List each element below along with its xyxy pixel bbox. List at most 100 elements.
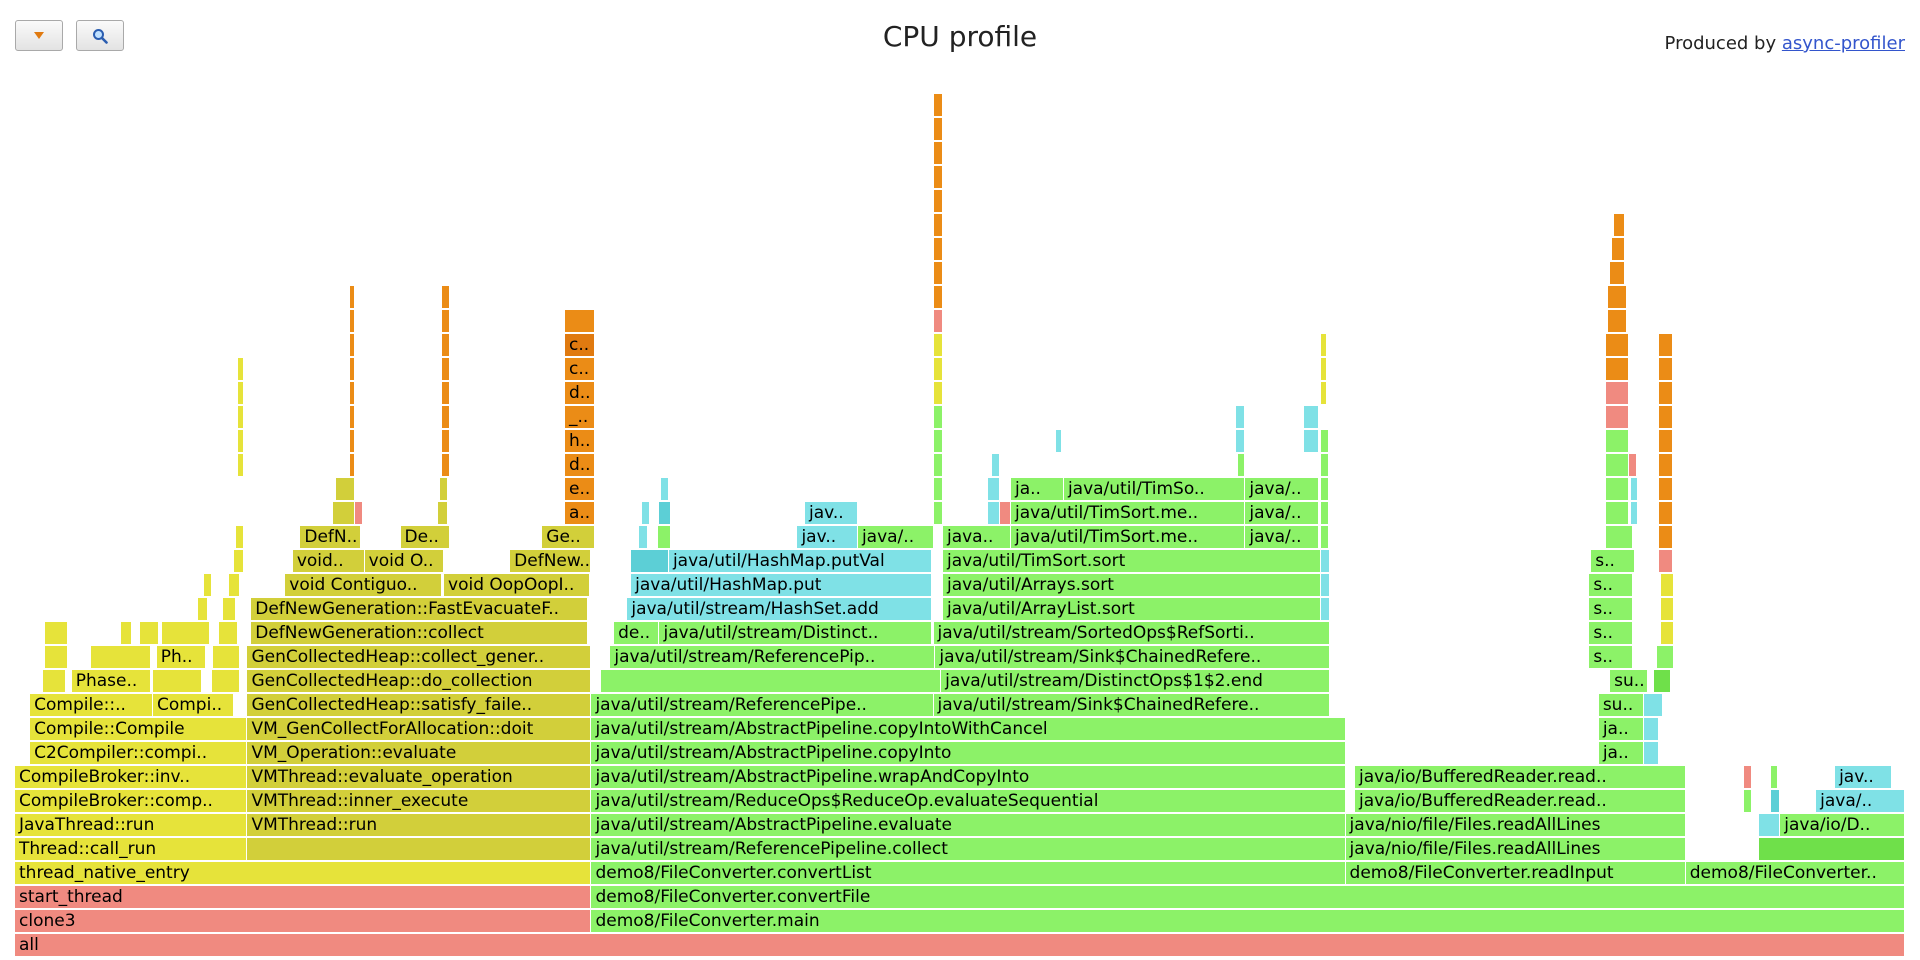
flame-frame-unlabeled[interactable] xyxy=(1610,262,1626,285)
flame-frame[interactable]: GenCollectedHeap::collect_gener.. xyxy=(247,646,592,669)
flame-frame[interactable]: start_thread xyxy=(15,886,592,909)
flame-frame-unlabeled[interactable] xyxy=(440,478,448,501)
flame-frame[interactable]: clone3 xyxy=(15,910,592,933)
flame-frame[interactable]: java/.. xyxy=(1245,526,1320,549)
flame-frame[interactable]: demo8/FileConverter.readInput xyxy=(1345,862,1686,885)
flame-frame-unlabeled[interactable] xyxy=(442,334,450,357)
flame-frame-unlabeled[interactable] xyxy=(933,166,943,189)
flame-frame[interactable]: DefNew.. xyxy=(510,550,592,573)
flame-frame-unlabeled[interactable] xyxy=(600,670,942,693)
reverse-button[interactable] xyxy=(15,20,63,51)
flame-frame[interactable]: VM_GenCollectForAllocation::doit xyxy=(247,718,592,741)
flame-frame-unlabeled[interactable] xyxy=(120,622,133,645)
flame-frame[interactable]: s.. xyxy=(1589,598,1633,621)
flame-frame-unlabeled[interactable] xyxy=(933,190,943,213)
flame-frame[interactable]: h.. xyxy=(564,430,596,453)
flame-frame-unlabeled[interactable] xyxy=(43,670,67,693)
flame-frame-unlabeled[interactable] xyxy=(1661,574,1675,597)
flame-frame-unlabeled[interactable] xyxy=(1659,526,1673,549)
flame-frame-unlabeled[interactable] xyxy=(1235,406,1246,429)
flame-frame-unlabeled[interactable] xyxy=(238,430,244,453)
flame-frame-unlabeled[interactable] xyxy=(1237,454,1246,477)
flame-frame-unlabeled[interactable] xyxy=(999,502,1012,525)
flame-frame-unlabeled[interactable] xyxy=(442,430,450,453)
flame-frame[interactable]: Ph.. xyxy=(156,646,206,669)
flame-frame[interactable]: jav.. xyxy=(805,502,858,525)
flame-frame-unlabeled[interactable] xyxy=(1606,526,1633,549)
flame-frame[interactable]: _.. xyxy=(564,406,596,429)
flame-frame[interactable]: ja.. xyxy=(1011,478,1064,501)
flame-frame[interactable]: java/util/stream/ReferencePipeline.colle… xyxy=(591,838,1346,861)
flame-frame-unlabeled[interactable] xyxy=(438,502,448,525)
flame-frame-unlabeled[interactable] xyxy=(1606,334,1630,357)
flame-frame-unlabeled[interactable] xyxy=(933,454,943,477)
flame-frame[interactable]: java/io/BufferedReader.read.. xyxy=(1355,766,1686,789)
flame-frame-unlabeled[interactable] xyxy=(247,838,592,861)
flame-frame-unlabeled[interactable] xyxy=(152,670,203,693)
flame-frame[interactable]: void Contiguo.. xyxy=(285,574,443,597)
flame-frame[interactable]: java/util/TimSort.me.. xyxy=(1011,526,1246,549)
flame-frame[interactable]: java/util/TimSo.. xyxy=(1063,478,1246,501)
flame-frame-unlabeled[interactable] xyxy=(236,526,244,549)
flame-frame-unlabeled[interactable] xyxy=(162,622,210,645)
flame-frame-unlabeled[interactable] xyxy=(1629,454,1637,477)
flame-frame[interactable]: java/util/stream/ReferencePipe.. xyxy=(591,694,934,717)
flame-frame[interactable]: DefNewGeneration::collect xyxy=(251,622,588,645)
flame-frame[interactable]: java/io/D.. xyxy=(1780,814,1905,837)
flame-frame-unlabeled[interactable] xyxy=(1659,454,1673,477)
flame-frame-unlabeled[interactable] xyxy=(1744,766,1752,789)
flame-frame-unlabeled[interactable] xyxy=(659,502,671,525)
flame-frame-unlabeled[interactable] xyxy=(661,478,669,501)
flame-frame[interactable]: d.. xyxy=(564,382,596,405)
flame-frame[interactable]: de.. xyxy=(614,622,660,645)
flame-frame[interactable]: c.. xyxy=(564,334,596,357)
flame-frame-unlabeled[interactable] xyxy=(638,526,649,549)
flame-frame[interactable]: java/.. xyxy=(1816,790,1905,813)
flame-frame[interactable]: s.. xyxy=(1589,622,1633,645)
flame-frame[interactable]: JavaThread::run xyxy=(15,814,248,837)
flame-frame-unlabeled[interactable] xyxy=(45,646,68,669)
flame-frame-unlabeled[interactable] xyxy=(204,574,212,597)
flame-frame-unlabeled[interactable] xyxy=(1303,406,1320,429)
flame-frame-unlabeled[interactable] xyxy=(933,382,943,405)
flame-frame[interactable]: java/util/stream/AbstractPipeline.wrapAn… xyxy=(591,766,1346,789)
flame-frame-unlabeled[interactable] xyxy=(1659,502,1673,525)
flame-frame[interactable]: void OopOopI.. xyxy=(444,574,590,597)
flame-frame-unlabeled[interactable] xyxy=(238,406,244,429)
flame-frame-unlabeled[interactable] xyxy=(238,454,244,477)
flame-frame[interactable]: CompileBroker::comp.. xyxy=(15,790,248,813)
flame-frame-unlabeled[interactable] xyxy=(1661,598,1675,621)
flame-frame-unlabeled[interactable] xyxy=(238,382,244,405)
flame-frame-unlabeled[interactable] xyxy=(933,94,943,117)
flame-frame[interactable]: su.. xyxy=(1598,694,1645,717)
flame-frame[interactable]: CompileBroker::inv.. xyxy=(15,766,248,789)
flame-frame-unlabeled[interactable] xyxy=(933,334,943,357)
flame-frame[interactable]: De.. xyxy=(400,526,450,549)
flame-frame-unlabeled[interactable] xyxy=(213,646,240,669)
flame-frame-unlabeled[interactable] xyxy=(1056,430,1063,453)
flame-frame-unlabeled[interactable] xyxy=(349,334,356,357)
flame-frame-unlabeled[interactable] xyxy=(1606,454,1630,477)
flame-frame-unlabeled[interactable] xyxy=(1659,550,1673,573)
flame-frame-unlabeled[interactable] xyxy=(234,550,244,573)
flame-frame[interactable]: java/.. xyxy=(1245,502,1320,525)
flame-frame[interactable]: java/util/TimSort.sort xyxy=(942,550,1321,573)
flame-frame[interactable]: VMThread::inner_execute xyxy=(247,790,592,813)
flame-frame[interactable]: VMThread::evaluate_operation xyxy=(247,766,592,789)
flame-frame-unlabeled[interactable] xyxy=(1644,718,1660,741)
flame-frame-unlabeled[interactable] xyxy=(1770,766,1779,789)
flame-frame[interactable]: GenCollectedHeap::satisfy_faile.. xyxy=(247,694,592,717)
flame-frame-unlabeled[interactable] xyxy=(1612,238,1626,261)
flame-frame[interactable]: C2Compiler::compi.. xyxy=(30,742,248,765)
flame-frame-unlabeled[interactable] xyxy=(933,478,943,501)
flame-frame-unlabeled[interactable] xyxy=(1320,358,1327,381)
flame-frame-unlabeled[interactable] xyxy=(442,310,450,333)
flame-frame-unlabeled[interactable] xyxy=(1608,286,1628,309)
search-button[interactable] xyxy=(76,20,124,51)
flame-frame[interactable]: d.. xyxy=(564,454,596,477)
flame-frame[interactable]: java/util/stream/AbstractPipeline.evalua… xyxy=(591,814,1346,837)
flame-frame[interactable]: jav.. xyxy=(797,526,858,549)
flame-frame[interactable]: VM_Operation::evaluate xyxy=(247,742,592,765)
flame-frame[interactable]: java/util/stream/ReferencePip.. xyxy=(610,646,936,669)
flame-frame[interactable]: java/nio/file/Files.readAllLines xyxy=(1345,814,1686,837)
